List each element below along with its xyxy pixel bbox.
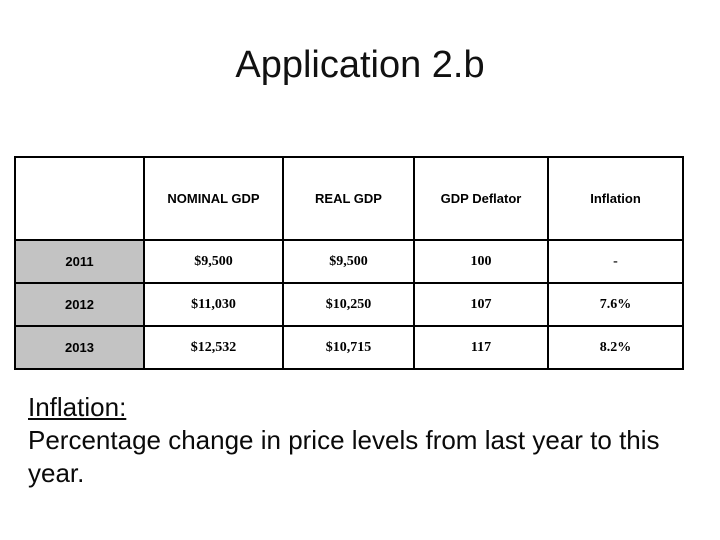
table-row-2013: 2013 $12,532 $10,715 117 8.2% bbox=[14, 325, 684, 370]
cell-inflation: - bbox=[547, 239, 684, 284]
header-empty-cell bbox=[14, 156, 145, 241]
header-nominal-gdp: NOMINAL GDP bbox=[143, 156, 284, 241]
header-gdp-deflator: GDP Deflator bbox=[413, 156, 549, 241]
cell-nominal-gdp: $9,500 bbox=[143, 239, 284, 284]
cell-real-gdp: $10,250 bbox=[282, 282, 415, 327]
cell-real-gdp: $9,500 bbox=[282, 239, 415, 284]
cell-gdp-deflator: 100 bbox=[413, 239, 549, 284]
cell-inflation: 8.2% bbox=[547, 325, 684, 370]
cell-gdp-deflator: 117 bbox=[413, 325, 549, 370]
cell-year: 2011 bbox=[14, 239, 145, 284]
cell-inflation: 7.6% bbox=[547, 282, 684, 327]
table-row-2012: 2012 $11,030 $10,250 107 7.6% bbox=[14, 282, 684, 327]
footnote-body: Percentage change in price levels from l… bbox=[28, 425, 660, 488]
footnote: Inflation: Percentage change in price le… bbox=[28, 391, 668, 490]
table-header-row: NOMINAL GDP REAL GDP GDP Deflator Inflat… bbox=[14, 156, 684, 241]
footnote-heading: Inflation: bbox=[28, 392, 127, 422]
cell-nominal-gdp: $12,532 bbox=[143, 325, 284, 370]
cell-gdp-deflator: 107 bbox=[413, 282, 549, 327]
cell-real-gdp: $10,715 bbox=[282, 325, 415, 370]
cell-nominal-gdp: $11,030 bbox=[143, 282, 284, 327]
header-inflation: Inflation bbox=[547, 156, 684, 241]
cell-year: 2013 bbox=[14, 325, 145, 370]
cell-year: 2012 bbox=[14, 282, 145, 327]
header-real-gdp: REAL GDP bbox=[282, 156, 415, 241]
slide-title: Application 2.b bbox=[235, 44, 485, 86]
table-row-2011: 2011 $9,500 $9,500 100 - bbox=[14, 239, 684, 284]
gdp-table: NOMINAL GDP REAL GDP GDP Deflator Inflat… bbox=[14, 156, 684, 370]
